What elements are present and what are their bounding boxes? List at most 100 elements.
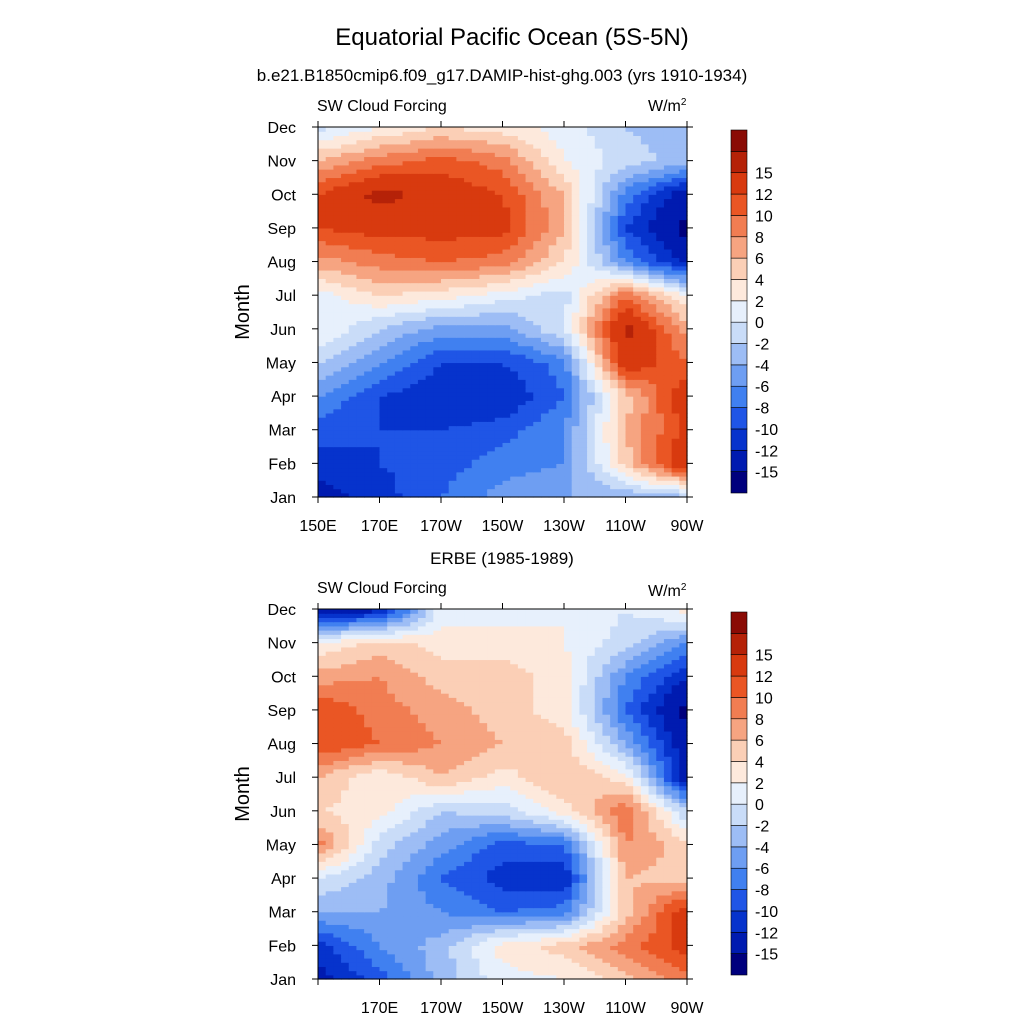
heatmap-cell (318, 173, 327, 179)
heatmap-cell (479, 206, 488, 212)
heatmap-cell (625, 181, 634, 187)
heatmap-cell (471, 396, 481, 401)
heatmap-cell (364, 333, 373, 338)
heatmap-cell (533, 286, 542, 292)
heatmap-cell (417, 429, 427, 435)
heatmap-cell (679, 412, 688, 418)
heatmap-cell (587, 295, 596, 300)
heatmap-cell (318, 484, 327, 490)
heatmap-cell (648, 358, 657, 364)
x-tick-label: 150W (482, 518, 525, 535)
heatmap-cell (379, 425, 388, 431)
heatmap-cell (617, 127, 627, 132)
heatmap-cell (410, 450, 419, 456)
heatmap-cell (579, 198, 588, 204)
heatmap-cell (371, 433, 381, 439)
heatmap-cell (571, 143, 580, 149)
heatmap-cell (679, 928, 688, 934)
heatmap-cell (379, 286, 388, 292)
heatmap-cell (425, 463, 434, 469)
heatmap-cell (479, 299, 488, 305)
heatmap-cell (502, 383, 511, 389)
panel-1-plot-area: JanFebMarAprMayJunJulAugSepOctNovDec150E… (266, 120, 705, 535)
heatmap-cell (640, 278, 650, 284)
heatmap-cell (579, 396, 588, 401)
heatmap-cell (364, 211, 373, 216)
heatmap-cell (587, 429, 596, 435)
heatmap-cell (548, 936, 557, 942)
heatmap-cell (417, 349, 427, 355)
heatmap-cell (663, 173, 673, 179)
heatmap-cell (540, 467, 550, 473)
heatmap-cell (425, 219, 434, 225)
heatmap-cell (487, 274, 496, 279)
heatmap-cell (379, 265, 388, 271)
heatmap-cell (671, 232, 680, 237)
heatmap-cell (325, 442, 334, 448)
heatmap-cell (671, 190, 680, 195)
heatmap-cell (348, 974, 358, 980)
heatmap-cell (318, 177, 327, 183)
heatmap-cell (502, 459, 511, 464)
heatmap-cell (517, 412, 527, 418)
heatmap-cell (487, 463, 496, 469)
heatmap-cell (525, 274, 534, 279)
heatmap-cell (540, 261, 550, 267)
heatmap-cell (448, 425, 457, 431)
heatmap-cell (525, 375, 534, 380)
heatmap-cell (663, 312, 673, 317)
heatmap-cell (648, 253, 657, 258)
heatmap-cell (456, 970, 465, 976)
heatmap-cell (671, 248, 680, 254)
heatmap-cell (587, 307, 596, 313)
heatmap-cell (564, 232, 573, 237)
heatmap-cell (594, 974, 604, 980)
heatmap-cell (371, 337, 381, 343)
heatmap-cell (525, 223, 534, 229)
heatmap-cell (540, 492, 550, 498)
heatmap-cell (333, 425, 342, 431)
heatmap-cell (464, 966, 473, 972)
heatmap-cell (464, 383, 473, 389)
heatmap-cell (479, 164, 488, 170)
heatmap-cell (371, 396, 381, 401)
heatmap-cell (533, 278, 542, 284)
heatmap-cell (587, 278, 596, 284)
heatmap-cell (325, 328, 334, 334)
heatmap-cell (402, 924, 411, 930)
heatmap-cell (394, 370, 404, 376)
colorbar-label: 0 (755, 315, 764, 332)
heatmap-cell (571, 156, 580, 162)
heatmap-cell (425, 358, 434, 364)
heatmap-cell (479, 198, 488, 204)
heatmap-cell (617, 232, 627, 237)
heatmap-cell (533, 396, 542, 401)
heatmap-cell (648, 299, 657, 305)
heatmap-cell (571, 366, 580, 372)
heatmap-cell (479, 156, 488, 162)
heatmap-cell (394, 173, 404, 179)
heatmap-cell (671, 370, 680, 376)
heatmap-cell (571, 303, 580, 309)
heatmap-cell (441, 148, 450, 153)
heatmap-cell (502, 324, 511, 330)
heatmap-cell (379, 408, 388, 414)
heatmap-cell (633, 169, 642, 174)
heatmap-cell (602, 924, 611, 930)
heatmap-cell (510, 345, 519, 351)
heatmap-cell (510, 442, 519, 448)
heatmap-cell (587, 139, 596, 145)
heatmap-cell (540, 417, 550, 422)
heatmap-cell (479, 442, 488, 448)
heatmap-cell (333, 949, 342, 955)
heatmap-cell (656, 391, 665, 397)
heatmap-cell (318, 488, 327, 494)
heatmap-cell (633, 265, 642, 271)
heatmap-cell (579, 480, 588, 485)
heatmap-cell (348, 400, 358, 406)
heatmap-cell (556, 232, 565, 237)
heatmap-cell (510, 211, 519, 216)
heatmap-cell (579, 257, 588, 263)
heatmap-cell (640, 446, 650, 452)
heatmap-cell (371, 928, 381, 934)
